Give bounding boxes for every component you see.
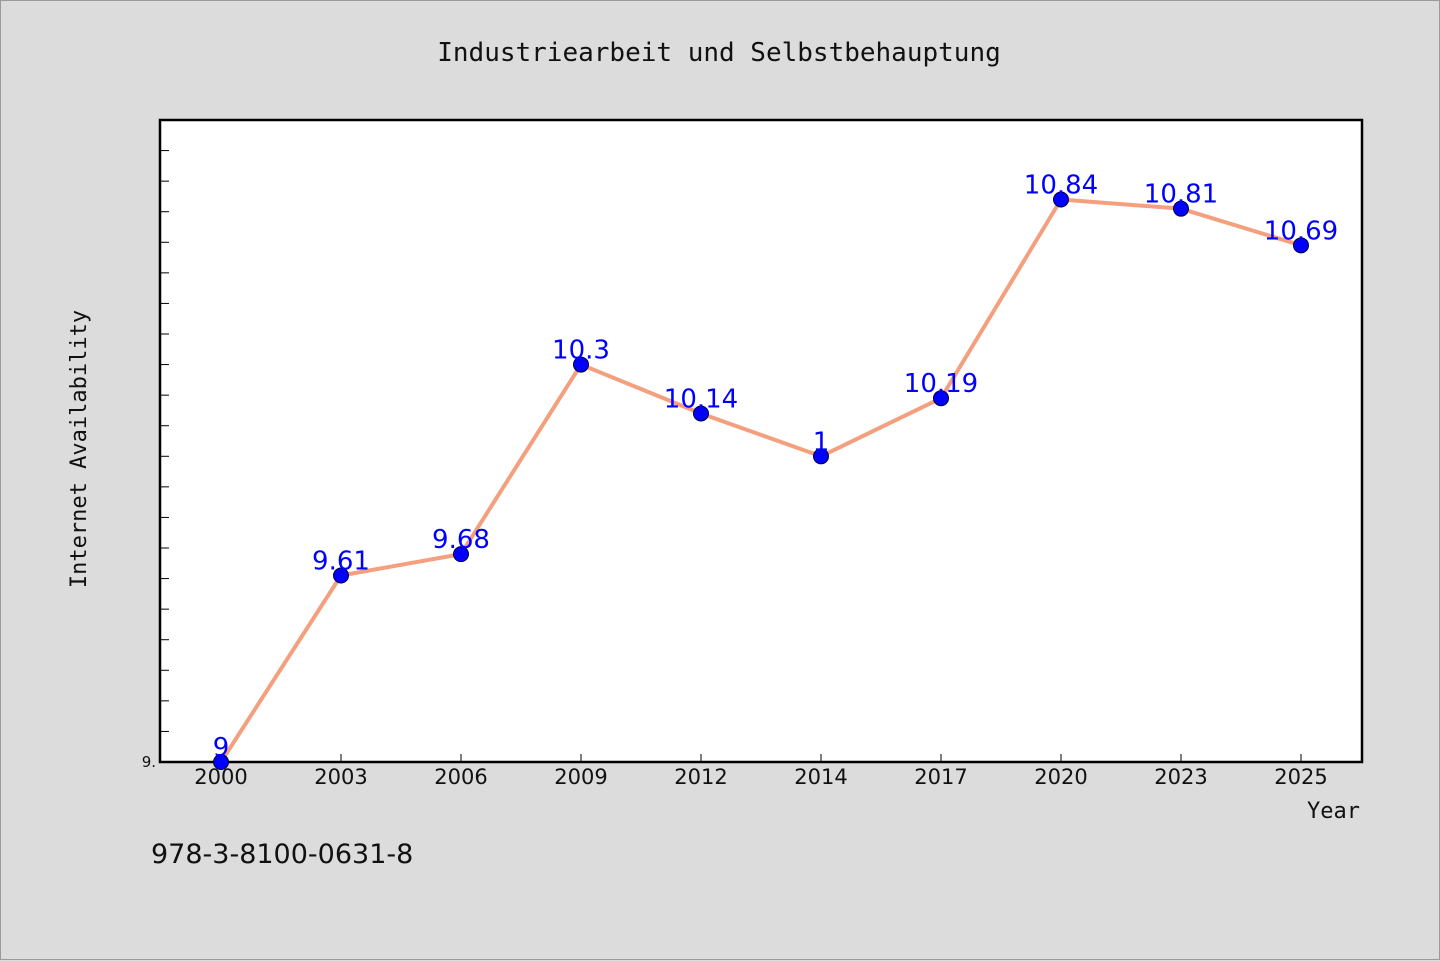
x-tick-label: 2012 xyxy=(674,765,727,789)
data-point xyxy=(693,405,709,422)
plot-area xyxy=(158,118,1364,764)
data-label: 9.68 xyxy=(432,525,490,555)
x-tick-label: 2006 xyxy=(434,765,487,789)
x-tick-label: 2023 xyxy=(1154,765,1207,789)
data-label: 10.81 xyxy=(1144,180,1218,210)
data-point xyxy=(453,546,469,563)
series-line-layer: 9 9.61 9.68 10.3 10.14 1 10.19 10.84 10.81 10.69 xyxy=(213,170,1338,770)
data-point xyxy=(213,754,229,770)
y-axis-ticks xyxy=(160,150,169,763)
data-label: 10.84 xyxy=(1024,170,1098,200)
data-point xyxy=(933,390,949,407)
x-tick-label: 2020 xyxy=(1034,765,1087,789)
data-label: 10.19 xyxy=(904,369,978,399)
x-axis-label: Year xyxy=(1307,799,1360,824)
x-tick-label: 2003 xyxy=(314,765,367,789)
data-label: 10.69 xyxy=(1264,216,1338,246)
data-point xyxy=(1293,237,1309,254)
y-axis-label: Internet Availability xyxy=(67,310,92,588)
x-tick-label: 2025 xyxy=(1274,765,1327,789)
chart-title: Industriearbeit und Selbstbehauptung xyxy=(437,38,1001,68)
data-label: 10.14 xyxy=(664,384,738,414)
x-axis-ticks: 2000 2003 2006 2009 2012 2014 2017 2020 2023 2025 xyxy=(194,754,1328,789)
x-tick-label: 2009 xyxy=(554,765,607,789)
isbn-text: 978-3-8100-0631-8 xyxy=(151,839,413,870)
data-point xyxy=(1053,191,1069,208)
y-tick-label: 9. xyxy=(142,753,156,771)
data-point xyxy=(813,448,829,465)
data-point xyxy=(573,356,589,373)
data-label: 1 xyxy=(813,427,830,457)
x-tick-label: 2017 xyxy=(914,765,967,789)
series-line xyxy=(219,197,1303,764)
x-tick-label: 2014 xyxy=(794,765,847,789)
data-label: 9.61 xyxy=(312,547,370,577)
data-label: 9 xyxy=(213,733,230,763)
data-label: 10.3 xyxy=(552,336,610,366)
data-point xyxy=(333,567,349,584)
data-point xyxy=(1173,200,1189,217)
